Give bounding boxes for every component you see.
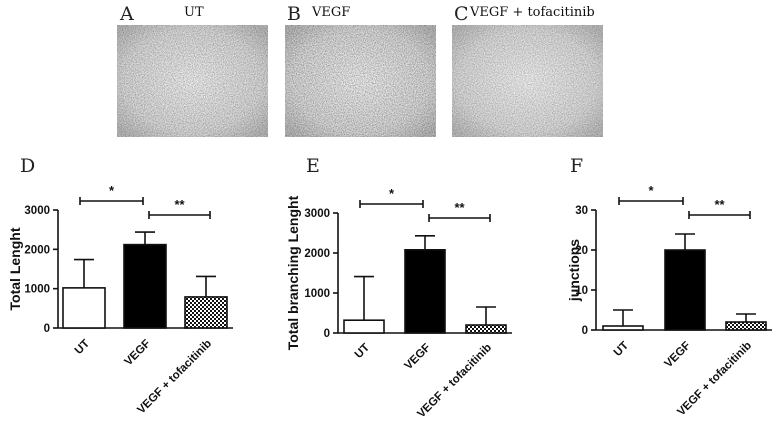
- micrograph-letter: C: [454, 3, 469, 25]
- bar-vegf-tofacitinib: [725, 321, 767, 331]
- bar-vegf: [404, 249, 446, 334]
- bar-ut: [602, 325, 644, 331]
- y-axis-label: Total Lenght: [7, 227, 23, 310]
- category-label: UT: [612, 340, 631, 359]
- micrograph-texture: [117, 25, 268, 137]
- micrograph-texture: [285, 25, 436, 137]
- significance-label: **: [714, 197, 725, 212]
- bar-vegf-tofacitinib: [465, 324, 507, 334]
- category-label: UT: [353, 342, 372, 361]
- micrograph-title: VEGF: [311, 5, 350, 20]
- bar-ut: [62, 287, 106, 329]
- micrograph-title: UT: [184, 5, 204, 20]
- micrograph-b: B VEGF: [285, 3, 436, 137]
- y-tick-label: 3000: [24, 205, 50, 217]
- y-tick-label: 2000: [304, 248, 330, 260]
- micrograph-a: A UT: [117, 3, 268, 137]
- y-tick-label: 0: [324, 328, 330, 340]
- significance-label: *: [389, 186, 395, 201]
- y-axis-label: Total branching Lenght: [285, 195, 301, 350]
- micrograph-title: VEGF + tofacitinib: [469, 5, 595, 20]
- y-tick-label: 1000: [24, 284, 50, 296]
- micrograph-letter: A: [119, 3, 134, 25]
- category-label: VEGF: [122, 338, 153, 369]
- bar-ut: [343, 319, 385, 334]
- y-tick-label: 0: [582, 325, 588, 337]
- category-label: UT: [73, 338, 92, 357]
- panel-letter: E: [306, 155, 320, 177]
- category-label: VEGF: [402, 342, 433, 373]
- y-tick-label: 30: [575, 205, 588, 217]
- bar-vegf: [123, 243, 167, 329]
- y-tick-label: 10: [575, 285, 588, 297]
- significance-label: *: [648, 183, 654, 198]
- significance-label: **: [174, 197, 185, 212]
- micrograph-c: C VEGF + tofacitinib: [452, 3, 603, 137]
- panel-letter: D: [20, 155, 35, 177]
- micrograph-letter: B: [287, 3, 301, 25]
- micrograph-texture: [452, 25, 603, 137]
- y-tick-label: 3000: [304, 208, 330, 220]
- y-tick-label: 2000: [24, 244, 50, 256]
- y-axis-label: junctions: [566, 239, 582, 302]
- bar-vegf-tofacitinib: [184, 296, 228, 329]
- panel-letter: F: [570, 155, 583, 177]
- significance-label: **: [454, 200, 465, 215]
- y-tick-label: 1000: [304, 288, 330, 300]
- significance-label: *: [109, 183, 115, 198]
- y-tick-label: 0: [44, 323, 50, 335]
- y-tick-label: 20: [575, 245, 588, 257]
- category-label: VEGF: [662, 340, 693, 371]
- bar-vegf: [664, 249, 706, 331]
